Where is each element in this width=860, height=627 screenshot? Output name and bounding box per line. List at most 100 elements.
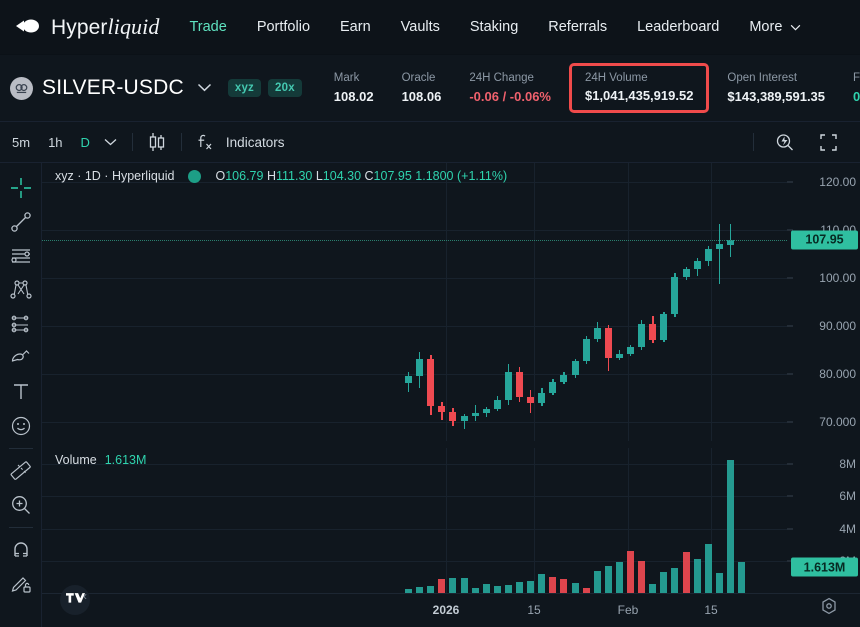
candle-body (549, 381, 557, 394)
price-axis-tick: 90.000 (819, 318, 856, 333)
candle-body (649, 324, 657, 341)
price-axis-tick: 100.00 (819, 271, 856, 286)
volume-bar (660, 572, 668, 593)
nav-item-vaults[interactable]: Vaults (400, 19, 440, 35)
toolbar-right-group (753, 133, 850, 152)
timeframe-d[interactable]: D (80, 134, 90, 150)
price-gridline (42, 230, 787, 232)
candle-body (693, 260, 701, 270)
chart-settings-icon[interactable] (820, 597, 838, 620)
volume-bar (738, 561, 745, 593)
volume-bar (604, 565, 612, 593)
volume-pane[interactable]: Volume 1.613M (42, 448, 787, 593)
horizontal-lines-icon[interactable] (4, 239, 38, 273)
chart-legend: xyz · 1D · Hyperliquid O106.79 H111.30 L… (55, 169, 507, 183)
candle-body (460, 416, 468, 421)
pitchfork-icon[interactable] (4, 273, 38, 307)
volume-axis-dash (787, 463, 793, 465)
price-pane[interactable]: xyz · 1D · Hyperliquid O106.79 H111.30 L… (42, 163, 787, 441)
zoom-in-icon[interactable] (4, 488, 38, 522)
pencil-lock-icon[interactable] (4, 567, 38, 601)
indicators-button[interactable]: Indicators (225, 134, 285, 150)
candle-wick (474, 404, 476, 421)
nav-item-portfolio[interactable]: Portfolio (256, 19, 311, 35)
measure-ruler-icon[interactable] (4, 454, 38, 488)
stat-funding[interactable]: Func 0.00 (839, 72, 860, 104)
candle-body (604, 327, 612, 358)
time-gridline (446, 448, 447, 593)
candle-body (449, 412, 457, 421)
candle-body (482, 409, 490, 414)
stats-group: Mark 108.02 Oracle 108.06 24H Change -0.… (320, 63, 860, 113)
time-gridline (711, 448, 712, 593)
stat-mark[interactable]: Mark 108.02 (320, 72, 388, 104)
brand-logo[interactable]: Hyperliquid (14, 14, 159, 40)
candle-body (416, 359, 424, 376)
collapse-left-icon[interactable]: ‹ (83, 589, 87, 603)
magnet-icon[interactable] (4, 533, 38, 567)
volume-bar (493, 585, 501, 593)
time-axis[interactable]: 2026 15 Feb 15 (42, 593, 860, 627)
text-icon[interactable] (4, 375, 38, 409)
price-axis-dash (787, 229, 793, 231)
fullscreen-icon[interactable] (815, 133, 842, 151)
volume-bar (582, 588, 590, 593)
chart-toolbar: 5m 1h D Indicators (0, 122, 860, 163)
time-gridline (534, 448, 535, 593)
timeframe-5m[interactable]: 5m (12, 134, 31, 150)
stat-funding-label: Func (853, 72, 860, 84)
candle-body (682, 269, 690, 278)
ohlc-values: O106.79 H111.30 L104.30 C107.95 1.1800 (… (215, 169, 508, 183)
volume-value-badge: 1.613M (791, 557, 858, 577)
drawbar-divider (8, 448, 33, 449)
volume-bar (615, 562, 623, 593)
stat-open-interest[interactable]: Open Interest $143,389,591.35 (713, 72, 839, 104)
nav-item-leaderboard[interactable]: Leaderboard (637, 19, 720, 35)
nav-item-more[interactable]: More (749, 19, 801, 35)
magnifier-lightning-icon[interactable] (770, 133, 799, 152)
price-axis[interactable]: 120.00110.00100.0090.00080.00070.000107.… (787, 163, 860, 593)
chevron-down-icon[interactable] (197, 79, 212, 97)
price-axis-tick: 80.000 (819, 366, 856, 381)
time-gridline (534, 163, 535, 441)
tradingview-logo-icon[interactable] (60, 585, 90, 615)
nav-item-trade[interactable]: Trade (189, 19, 227, 35)
chart-panes[interactable]: xyz · 1D · Hyperliquid O106.79 H111.30 L… (42, 163, 860, 627)
candle-body (560, 374, 568, 382)
time-axis-tick: 15 (704, 603, 718, 617)
nav-item-referrals[interactable]: Referrals (548, 19, 608, 35)
trend-line-icon[interactable] (4, 205, 38, 239)
nav-item-earn[interactable]: Earn (340, 19, 371, 35)
candlestick-icon[interactable] (143, 132, 171, 152)
chevron-down-icon[interactable] (99, 138, 122, 146)
stat-oracle[interactable]: Oracle 108.06 (388, 72, 456, 104)
last-price-badge: 107.95 (791, 230, 858, 250)
volume-bar (438, 579, 446, 593)
pattern-projection-icon[interactable] (4, 307, 38, 341)
timeframe-1h[interactable]: 1h (48, 134, 63, 150)
candle-body (704, 249, 712, 261)
volume-axis-dash (787, 528, 793, 530)
stat-open-interest-value: $143,389,591.35 (727, 89, 826, 104)
volume-bar (593, 571, 601, 593)
function-fx-icon[interactable] (192, 133, 219, 151)
candle-body (493, 399, 501, 410)
volume-axis-tick: 6M (839, 489, 856, 504)
market-selector[interactable]: SILVER-USDC (10, 76, 212, 100)
stat-24h-volume: 24H Volume $1,041,435,919.52 (568, 63, 710, 113)
stat-oracle-value: 108.06 (401, 89, 442, 104)
market-name: SILVER-USDC (42, 76, 184, 99)
volume-bar (405, 588, 412, 593)
price-axis-dash (787, 181, 793, 183)
price-gridline (42, 182, 787, 184)
time-axis-tick: 2026 (432, 603, 460, 617)
nav-item-staking[interactable]: Staking (469, 19, 519, 35)
badge-asset: xyz (227, 79, 261, 97)
emoji-icon[interactable] (4, 409, 38, 443)
candle-body (504, 371, 512, 400)
brush-icon[interactable] (4, 341, 38, 375)
stat-24h-volume-value: $1,041,435,919.52 (584, 88, 694, 103)
volume-bar (693, 559, 701, 593)
volume-bar (538, 574, 546, 593)
crosshair-icon[interactable] (4, 171, 38, 205)
